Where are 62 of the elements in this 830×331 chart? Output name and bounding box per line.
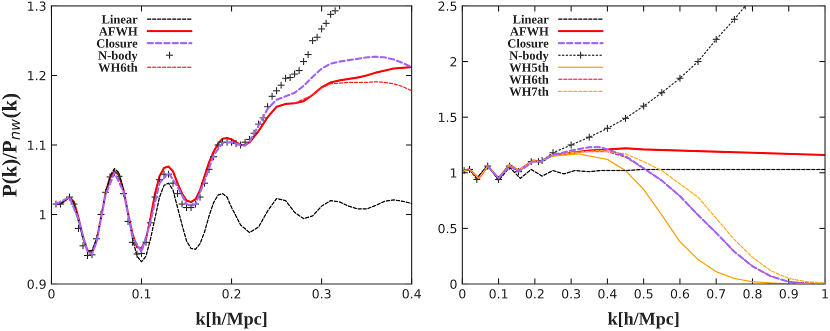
x-axis-title: k[h/Mpc] <box>196 312 266 328</box>
legend-label: WH7th <box>509 87 549 96</box>
point <box>730 15 738 24</box>
y-axis-title: P(k)/P$_{nw}$(k) <box>2 94 21 197</box>
point <box>472 175 481 184</box>
x-tick-label: 0.9 <box>780 289 798 299</box>
y-tick-label: 1.1 <box>28 140 46 150</box>
legend-label: N-body <box>509 50 549 62</box>
x-tick-label: 0.5 <box>634 289 653 299</box>
point <box>640 102 648 110</box>
point <box>676 74 684 82</box>
legend-label: N-body <box>98 50 138 62</box>
point <box>658 88 666 97</box>
legend-label: WH6th <box>98 62 138 72</box>
x-tick-label: 0.1 <box>132 289 150 299</box>
y-tick-label: 0.5 <box>438 224 456 234</box>
legend-label: WH5th <box>509 62 549 72</box>
x-tick-label: 0.8 <box>743 289 762 299</box>
y-tick-label: 1.2 <box>28 70 46 80</box>
legend-label: Closure <box>508 38 548 48</box>
legend-label: Closure <box>96 38 138 48</box>
x-tick-label: 0.7 <box>707 289 726 299</box>
legend-label: Linear <box>102 14 138 24</box>
legend-label: AFWH <box>510 27 549 36</box>
legend-label: Linear <box>512 14 549 24</box>
y-tick-label: 2 <box>450 57 456 66</box>
legend-label: AFWH <box>98 27 138 36</box>
point <box>603 124 612 132</box>
x-tick-label: 0 <box>459 289 466 299</box>
point <box>466 165 474 174</box>
x-tick-label: 0.1 <box>489 289 508 299</box>
y-tick-label: 1 <box>450 168 456 178</box>
x-tick-label: 0.4 <box>402 289 421 299</box>
x-tick-label: 1 <box>822 289 828 298</box>
x-tick-label: 0.4 <box>598 289 617 299</box>
x-tick-label: 0.2 <box>222 289 240 299</box>
point <box>567 140 576 150</box>
x-tick-label: 0 <box>48 289 55 299</box>
x-tick-label: 0.3 <box>562 289 580 299</box>
line-series <box>294 81 412 104</box>
point <box>694 58 702 66</box>
point <box>494 175 503 184</box>
x-tick-label: 0.2 <box>526 289 544 299</box>
line-series <box>463 147 826 180</box>
y-tick-label: 1.5 <box>438 112 456 122</box>
point <box>514 168 523 176</box>
point <box>538 156 546 165</box>
x-tick-label: 0.3 <box>312 289 331 299</box>
y-tick-label: 0.9 <box>28 279 46 289</box>
point <box>548 148 558 157</box>
x-tick-label: 0.6 <box>670 289 690 299</box>
x-axis-title: k[h/Mpc] <box>608 312 678 328</box>
point <box>622 114 630 122</box>
y-tick-label: 1 <box>40 210 46 220</box>
legend-label: WH6th <box>509 75 549 84</box>
y-tick-label: 2.5 <box>438 1 456 11</box>
y-tick-label: 0 <box>450 279 457 289</box>
point <box>585 133 594 142</box>
point <box>505 162 514 170</box>
point <box>484 162 492 170</box>
point <box>712 35 720 44</box>
y-tick-label: 1.3 <box>28 1 46 11</box>
